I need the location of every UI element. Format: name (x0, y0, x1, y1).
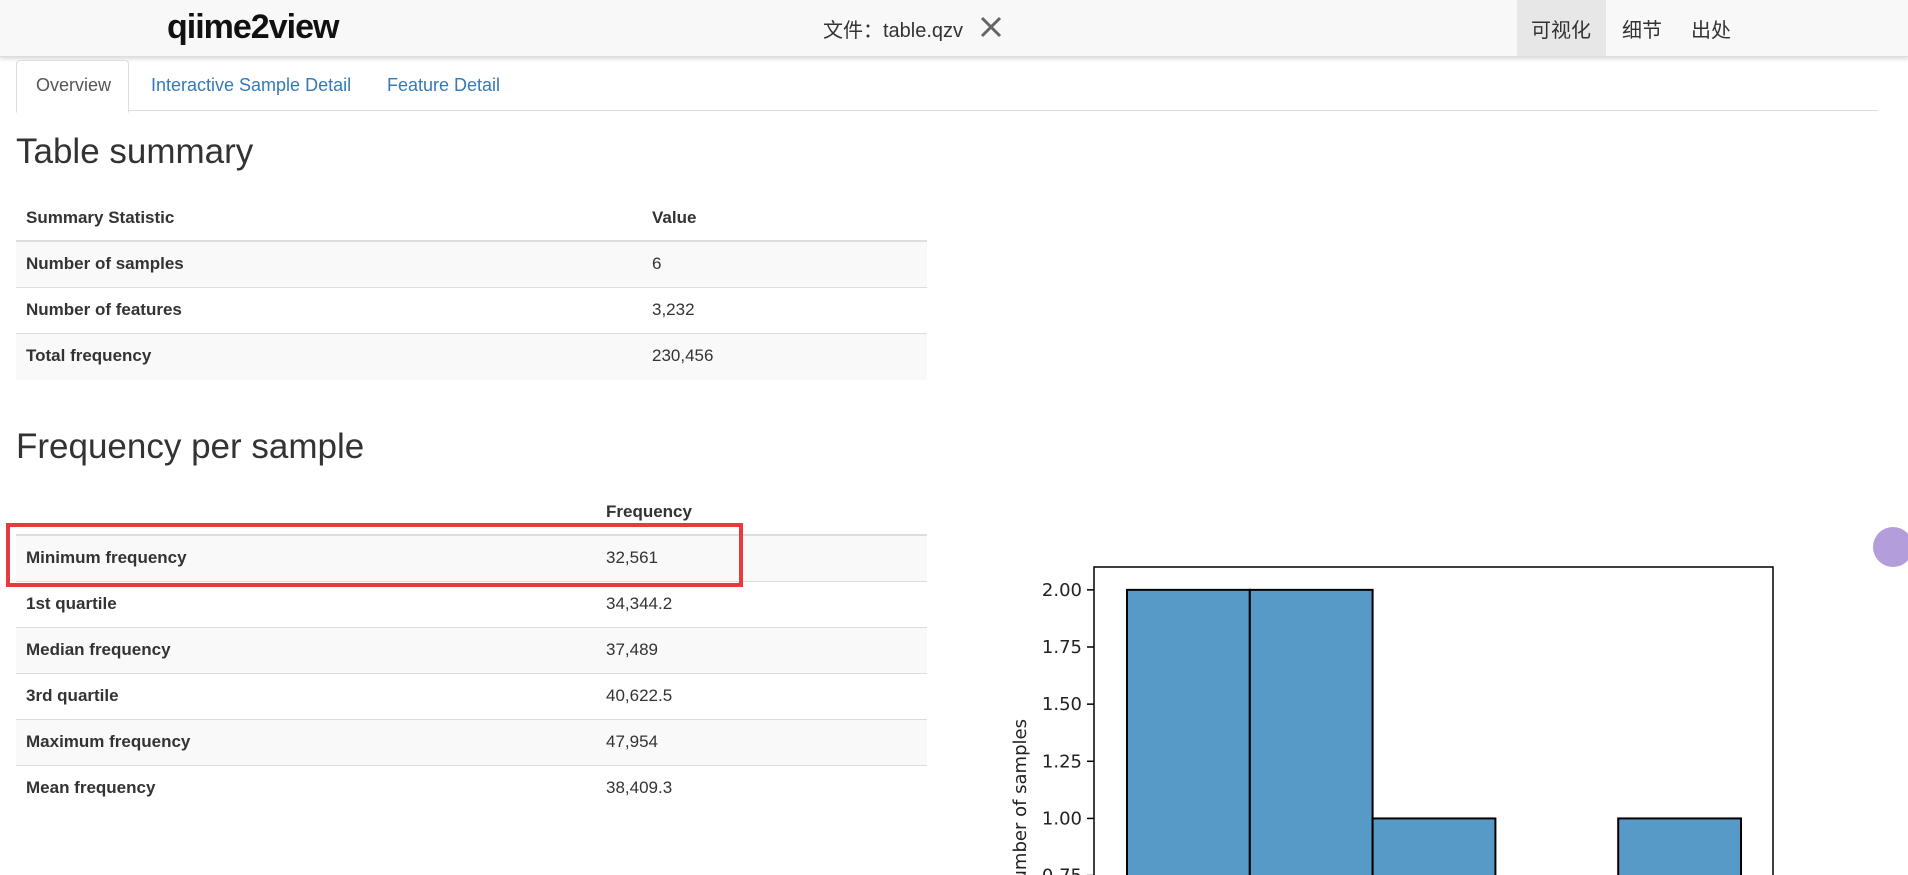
highlight-box (6, 523, 743, 587)
table-row (16, 627, 927, 674)
section-title: Frequency per sample (16, 427, 365, 466)
nav-item[interactable]: 出处 (1691, 20, 1731, 42)
logo[interactable]: qiime2view (167, 8, 339, 46)
column-header: Value (652, 208, 697, 227)
table-row (16, 287, 927, 334)
bar (1617, 817, 1742, 875)
table-row (16, 719, 927, 766)
table-row (16, 333, 927, 380)
tab[interactable]: Interactive Sample Detail (151, 75, 352, 95)
y-tick-label: 1.50 (1042, 694, 1082, 715)
cell-value: 6 (652, 254, 662, 273)
floating-button[interactable] (1873, 527, 1908, 567)
row-label: Number of features (26, 300, 182, 319)
table-row (16, 241, 927, 288)
y-tick-label: 2.00 (1042, 580, 1082, 601)
table-row (16, 765, 927, 812)
table-row (16, 581, 927, 628)
table-row (16, 535, 927, 582)
section-title: Table summary (16, 132, 254, 171)
tab[interactable]: Feature Detail (387, 75, 501, 95)
nav-item[interactable]: 可视化 (1531, 20, 1591, 42)
cell-value: 38,409.3 (606, 778, 673, 797)
cell-value: 40,622.5 (606, 686, 673, 705)
tab-line (16, 110, 1878, 111)
plot-frame (1093, 566, 1774, 875)
row-label: Number of samples (26, 254, 184, 273)
row-label: 1st quartile (26, 594, 117, 613)
row-label: Minimum frequency (26, 548, 187, 567)
tab[interactable]: Overview (36, 75, 112, 95)
cell-value: 3,232 (652, 300, 695, 319)
close-icon[interactable] (979, 15, 1003, 39)
cell-value: 47,954 (606, 732, 658, 751)
bar (1126, 588, 1251, 875)
bar (1248, 588, 1374, 875)
file-label: 文件：table.qzv (823, 20, 964, 42)
row-label: Maximum frequency (26, 732, 191, 751)
row-label: Median frequency (26, 640, 171, 659)
cell-value: 230,456 (652, 346, 714, 365)
y-tick-label: 1.75 (1042, 637, 1082, 658)
cell-value: 34,344.2 (606, 594, 673, 613)
y-tick-label: 1.00 (1042, 808, 1082, 829)
row-label: Total frequency (26, 346, 152, 365)
column-header: Summary Statistic (26, 208, 175, 227)
cell-value: 32,561 (606, 548, 658, 567)
y-tick-label: 1.25 (1042, 751, 1082, 772)
row-label: 3rd quartile (26, 686, 119, 705)
tab-active (16, 60, 129, 113)
cell-value: 37,489 (606, 640, 658, 659)
bar (1371, 817, 1497, 875)
header: qiime2view 文件：table.qzv 可视化 细节 出处 (0, 0, 1908, 57)
y-axis-label: Number of samples (1010, 719, 1031, 875)
column-header: Frequency (606, 502, 692, 521)
y-tick-label: 0.75 (1042, 866, 1082, 875)
row-label: Mean frequency (26, 778, 156, 797)
nav-active-bg (1517, 0, 1606, 56)
nav-item[interactable]: 细节 (1622, 20, 1662, 42)
table-row (16, 673, 927, 720)
